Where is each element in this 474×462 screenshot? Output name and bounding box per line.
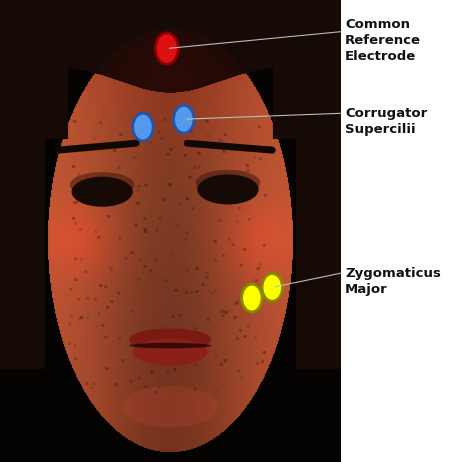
Ellipse shape [72,177,133,207]
Text: Common
Reference
Electrode: Common Reference Electrode [345,18,421,62]
Circle shape [133,113,153,141]
Ellipse shape [133,339,208,365]
Circle shape [173,105,194,133]
Ellipse shape [129,343,211,348]
Ellipse shape [197,174,259,204]
Ellipse shape [70,172,135,198]
Ellipse shape [129,328,211,351]
Text: Zygomaticus
Major: Zygomaticus Major [345,267,441,296]
Circle shape [155,33,178,64]
Text: Corrugator
Supercilii: Corrugator Supercilii [345,107,428,136]
Circle shape [242,284,262,312]
Ellipse shape [196,170,260,195]
Ellipse shape [122,386,218,427]
Circle shape [262,274,283,301]
